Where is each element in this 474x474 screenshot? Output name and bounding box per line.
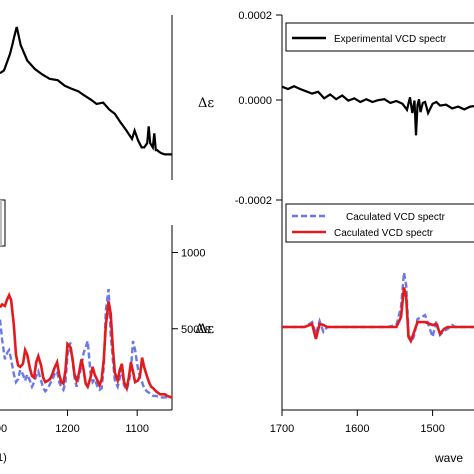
left-bottom-calc-solid-line [0, 292, 173, 399]
left-bottom-y-label: Δε [195, 322, 211, 337]
left-bottom-x-tick-label: 200 [0, 423, 7, 435]
right-top-tick-label-0: 0.0002 [238, 10, 272, 22]
right-bottom-x-tick-label: 1500 [420, 423, 444, 435]
right-bottom-x-tick-label: 1600 [345, 423, 369, 435]
right-top-panel: 0.0002 0.0000 -0.0002 Δε Experimental VC… [198, 10, 474, 207]
left-bottom-x-label-fragment: 1) [0, 452, 7, 464]
right-bottom-x-tick-label: 1700 [270, 423, 294, 435]
right-top-tick-label-1: 0.0000 [238, 95, 272, 107]
left-bottom-x-tick-label: 1200 [55, 423, 79, 435]
left-top-panel [0, 15, 173, 180]
left-bottom-calc-dashed-line [0, 288, 172, 399]
right-top-experimental-line [281, 84, 474, 136]
right-bottom-y-label: Δε [198, 322, 214, 337]
right-top-tick-label-2: -0.0002 [235, 195, 272, 207]
left-bottom-x-tick-label: 1100 [125, 423, 149, 435]
right-bottom-calc-dashed-line [282, 272, 474, 346]
left-bottom-x-ticks: 200 1200 1100 [0, 410, 149, 435]
right-bottom-legend-box [285, 203, 474, 243]
right-bottom-x-label: wave [434, 451, 463, 465]
right-bottom-x-ticks: 1700 1600 1500 [270, 410, 445, 435]
right-bottom-legend-label-0: Caculated VCD spectr [346, 212, 446, 223]
right-top-y-label: Δε [198, 96, 214, 111]
right-bottom-legend-label-1: Caculated VCD spectr [334, 228, 434, 239]
left-top-series-line [0, 26, 172, 156]
left-bottom-y-ticks: 1000 500 [172, 248, 205, 336]
left-bottom-panel: 200 1200 1100 1000 500 Δε 1) [0, 225, 211, 464]
left-bottom-y-tick-label: 500 [181, 324, 199, 336]
left-legend-fragment-gray [0, 200, 2, 246]
right-bottom-calc-solid-line [282, 287, 474, 344]
right-bottom-panel: 1700 1600 1500 wave Δε Caculated VCD spect… [198, 200, 474, 465]
left-bottom-y-tick-label: 1000 [181, 248, 205, 260]
right-top-legend-label: Experimental VCD spectr [334, 34, 447, 45]
